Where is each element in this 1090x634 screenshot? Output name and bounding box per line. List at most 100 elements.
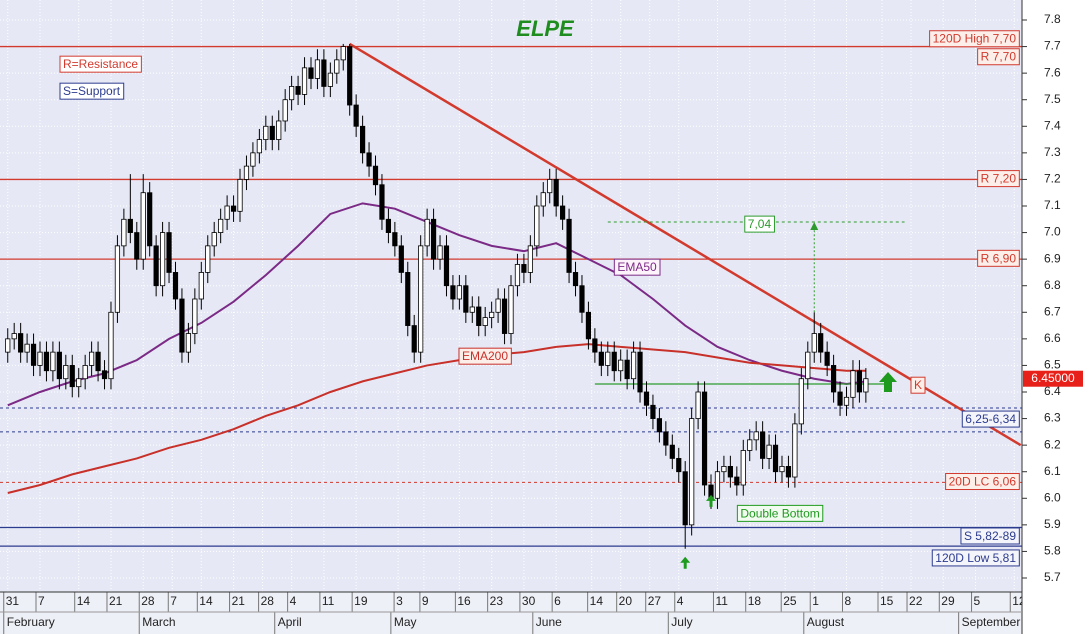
level-label-box (977, 170, 1020, 188)
candle-body (37, 351, 43, 366)
candle-body (495, 298, 501, 313)
y-tick-label: 6.3 (1044, 411, 1061, 425)
x-tick-label: 8 (845, 594, 852, 608)
candle-body (798, 378, 804, 425)
ema-label-box (458, 347, 512, 365)
x-tick-label: 14 (77, 594, 91, 608)
level-label-box (945, 473, 1020, 491)
y-tick-label: 6.4 (1044, 384, 1061, 398)
double-bottom-arrow (706, 494, 717, 507)
candle-body (334, 59, 340, 74)
candle-body (50, 351, 56, 372)
target-label-box (744, 215, 775, 233)
month-label: June (536, 615, 562, 629)
candle-body (11, 333, 17, 340)
candle-body (624, 359, 630, 380)
candle-body (656, 418, 662, 433)
x-tick-label: 14 (590, 594, 604, 608)
candle-body (727, 465, 733, 478)
candle-body (418, 245, 424, 353)
axes: 5.7 5.8 5.9 6.0 6.1 6.2 6.3 6.4 6.5 6.6 6.7 6.8 6.9 7… (3, 12, 1083, 634)
month-label: September (962, 615, 1021, 629)
candle-body (192, 298, 198, 334)
candle-body (76, 378, 82, 388)
x-tick-label: 30 (522, 594, 536, 608)
legend-note: R=Resistance (63, 57, 138, 71)
candle-body (430, 218, 437, 260)
level-label: R 6,90 (981, 251, 1017, 265)
x-tick-label: 11 (715, 594, 728, 608)
x-tick-label: 20 (619, 594, 633, 608)
candle-body (269, 125, 275, 140)
candle-body (379, 184, 385, 220)
x-tick-label: 29 (941, 594, 955, 608)
ema-label: EMA200 (462, 349, 508, 363)
ema-line (7, 343, 866, 494)
candle-body (585, 311, 592, 340)
candle-body (766, 444, 772, 459)
x-tick-label: 7 (170, 594, 177, 608)
candle-body (534, 205, 540, 247)
candle-body (734, 476, 740, 486)
candle-body (392, 232, 398, 247)
candle-body (456, 285, 462, 300)
ema-line (7, 202, 866, 407)
candle-body (863, 378, 869, 393)
candle-body (5, 338, 11, 353)
x-tick-label: 14 (199, 594, 213, 608)
y-tick-label: 6.7 (1044, 304, 1061, 318)
candle-body (598, 351, 604, 366)
candle-body (508, 285, 514, 334)
target-label: 7,04 (748, 217, 772, 231)
y-tick-label: 7.2 (1044, 172, 1061, 186)
candle-body (147, 192, 153, 247)
candle-body (224, 205, 230, 220)
level-label-box (929, 30, 1020, 48)
x-tick-label: 15 (880, 594, 894, 608)
candle-body (366, 152, 372, 167)
level-label: R 7,70 (981, 50, 1017, 64)
candle-body (579, 285, 585, 313)
candle-body (850, 370, 856, 398)
candle-body (463, 285, 469, 313)
candle-body (572, 272, 579, 287)
x-tick-label: 25 (783, 594, 797, 608)
candle-body (211, 232, 217, 247)
candle-body (805, 351, 811, 380)
ema-label: EMA50 (617, 260, 657, 274)
candle-body (405, 272, 411, 326)
candle-body (779, 465, 785, 473)
y-tick-label: 7.8 (1044, 12, 1061, 26)
candle-body (527, 245, 533, 273)
candle-body (663, 431, 669, 446)
legend-note: S=Support (63, 84, 121, 98)
candle-body (121, 218, 127, 247)
candle-body (159, 232, 166, 287)
y-tick-label: 6.6 (1044, 331, 1061, 345)
candle-body (689, 418, 695, 526)
level-label: 20D LC 6,06 (949, 475, 1017, 489)
x-tick-label: 3 (396, 594, 403, 608)
y-tick-label: 5.7 (1044, 570, 1061, 584)
candle-body (18, 333, 24, 353)
candle-body (282, 99, 288, 122)
candle-body (501, 298, 508, 334)
candle-body (95, 351, 101, 372)
candle-body (637, 351, 643, 393)
candle-body (108, 311, 114, 380)
month-label: August (807, 615, 845, 629)
k-arrow (879, 372, 897, 393)
candle-body (547, 179, 553, 194)
candle-body (69, 365, 75, 388)
candle-body (450, 285, 456, 300)
candle-body (289, 86, 295, 101)
double-bottom-label-box (736, 504, 824, 522)
y-tick-label: 6.1 (1044, 464, 1061, 478)
y-tick-label: 7.1 (1044, 198, 1061, 212)
y-tick-label: 6.0 (1044, 490, 1061, 504)
candle-body (831, 365, 837, 393)
candle-body (592, 338, 598, 353)
candle-body (630, 351, 637, 380)
candle-body (153, 245, 159, 287)
last-price-label: 6.45000 (1031, 371, 1075, 385)
